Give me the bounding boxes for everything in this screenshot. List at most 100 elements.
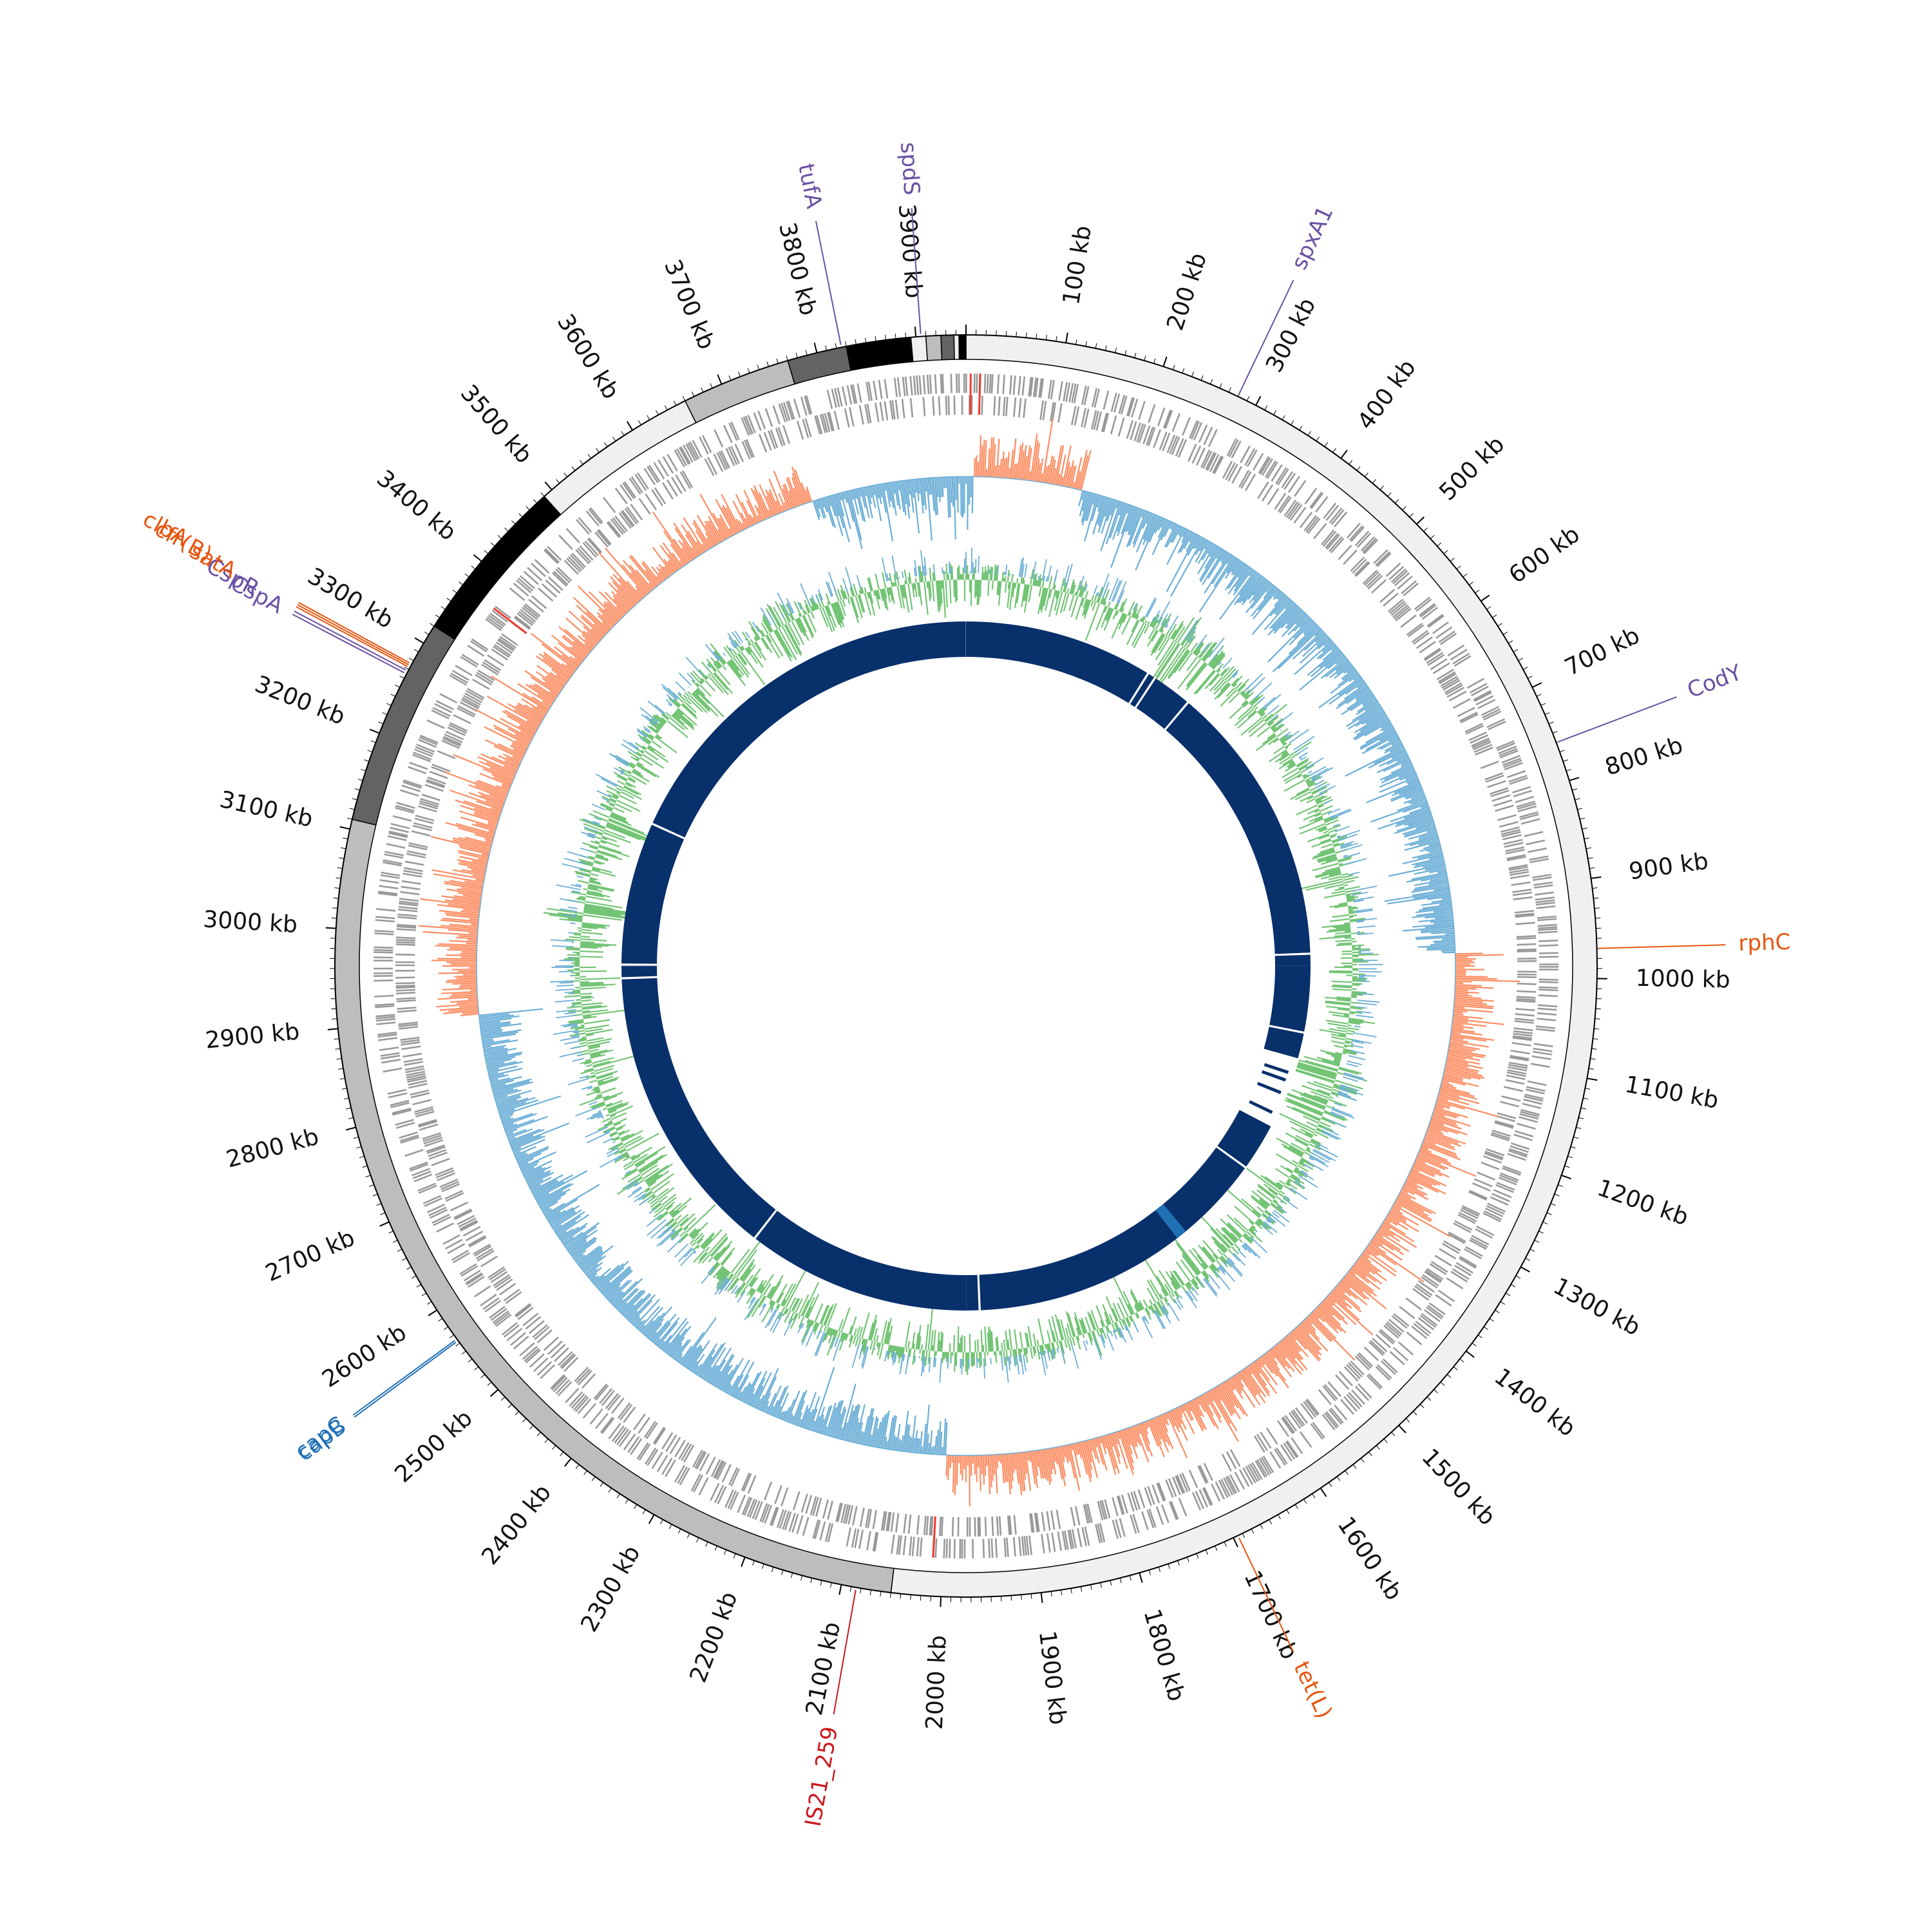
minor-tick: [1356, 466, 1361, 471]
minor-tick: [825, 345, 828, 351]
minor-tick: [1282, 415, 1285, 421]
minor-tick: [1575, 798, 1580, 800]
tick-label: 1000 kb: [1635, 965, 1730, 994]
major-tick: [914, 327, 917, 337]
minor-tick: [430, 623, 435, 627]
minor-tick: [1372, 478, 1376, 484]
minor-tick: [1158, 1567, 1161, 1573]
minor-tick: [468, 1358, 473, 1363]
minor-tick: [1328, 1482, 1332, 1487]
minor-tick: [446, 598, 451, 601]
minor-tick: [805, 350, 808, 355]
minor-tick: [1525, 1258, 1531, 1261]
minor-tick: [444, 1326, 449, 1331]
minor-tick: [583, 1470, 587, 1475]
inner-ring-gap: [1215, 1145, 1247, 1170]
tick-label: 100 kb: [1058, 223, 1097, 307]
minor-tick: [1522, 667, 1528, 670]
minor-tick: [1277, 1514, 1281, 1520]
minor-tick: [925, 330, 927, 337]
minor-tick: [728, 375, 732, 381]
minor-tick: [1352, 1464, 1357, 1469]
minor-tick: [1423, 527, 1428, 532]
minor-tick: [691, 392, 695, 397]
minor-tick: [413, 649, 419, 652]
contig-block: [940, 334, 955, 361]
minor-tick: [1419, 1404, 1425, 1408]
minor-tick: [733, 1553, 736, 1558]
minor-tick: [522, 1418, 527, 1423]
inner-ring-segment: [966, 965, 1311, 1311]
minor-tick: [1550, 1203, 1556, 1206]
major-tick: [741, 1557, 746, 1567]
minor-tick: [361, 769, 366, 772]
minor-tick: [421, 1293, 427, 1296]
minor-tick: [587, 454, 592, 459]
minor-tick: [359, 1155, 365, 1159]
minor-tick: [656, 410, 659, 415]
minor-tick: [367, 750, 373, 753]
minor-tick: [1591, 1048, 1597, 1050]
tick-label: 600 kb: [1504, 521, 1585, 589]
minor-tick: [1434, 1389, 1438, 1394]
minor-tick: [1364, 472, 1368, 477]
minor-tick: [1182, 368, 1185, 374]
major-tick: [345, 1126, 356, 1131]
tick-label: 3800 kb: [773, 220, 822, 318]
minor-tick: [1472, 1343, 1477, 1347]
minor-tick: [673, 401, 677, 406]
minor-tick: [1129, 1575, 1132, 1581]
minor-tick: [1100, 1582, 1103, 1588]
minor-tick: [376, 1203, 382, 1206]
tick-label: 3700 kb: [659, 256, 720, 353]
major-tick: [1416, 516, 1425, 525]
minor-tick: [1409, 513, 1414, 518]
major-tick: [564, 1457, 572, 1467]
minor-tick: [1228, 387, 1231, 393]
gc-content-track: [543, 547, 1383, 1383]
minor-tick: [724, 1549, 727, 1555]
minor-tick: [701, 387, 704, 393]
minor-tick: [1534, 1240, 1540, 1243]
tick-label: 2300 kb: [576, 1541, 645, 1636]
major-tick: [1065, 332, 1068, 343]
minor-tick: [895, 334, 896, 339]
minor-tick: [1291, 420, 1294, 426]
minor-tick: [452, 589, 457, 594]
minor-tick: [1505, 1293, 1511, 1296]
minor-tick: [397, 1249, 402, 1252]
minor-tick: [1540, 703, 1546, 706]
tick-label: 2500 kb: [390, 1405, 477, 1488]
tick-label: 3500 kb: [455, 380, 537, 469]
minor-tick: [390, 694, 396, 697]
minor-tick: [1559, 750, 1565, 753]
minor-tick: [1578, 1117, 1584, 1119]
minor-tick: [526, 506, 530, 511]
minor-tick: [835, 343, 837, 348]
gene-leader-line: [1238, 279, 1294, 395]
minor-tick: [747, 368, 750, 374]
minor-tick: [875, 336, 876, 342]
contig-block: [846, 336, 914, 371]
tick-label: 3200 kb: [251, 671, 349, 730]
minor-tick: [1025, 332, 1027, 338]
tick-label: 1100 kb: [1623, 1071, 1721, 1113]
inner-ring-segment: [621, 621, 966, 967]
minor-tick: [518, 513, 523, 518]
major-tick: [813, 342, 818, 354]
minor-tick: [771, 1567, 774, 1573]
scale-axis: [325, 325, 1607, 1607]
minor-tick: [540, 492, 545, 497]
minor-tick: [1110, 1580, 1112, 1586]
minor-tick: [438, 1318, 443, 1322]
minor-tick: [579, 460, 583, 465]
minor-tick: [1589, 867, 1595, 869]
minor-tick: [786, 355, 788, 361]
minor-tick: [634, 1504, 638, 1510]
minor-tick: [1316, 436, 1320, 442]
minor-tick: [1573, 1137, 1579, 1139]
major-tick: [428, 1309, 438, 1316]
minor-tick: [714, 1546, 717, 1551]
minor-tick: [1477, 1334, 1482, 1338]
gene-leader-line: [352, 1340, 455, 1416]
